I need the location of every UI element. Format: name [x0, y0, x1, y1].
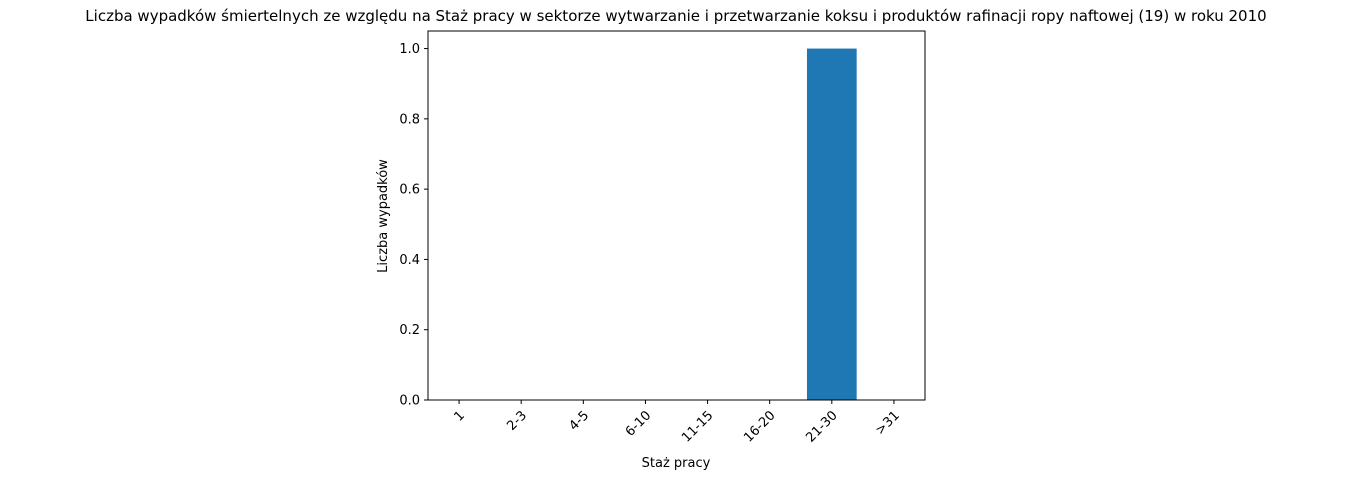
- x-tick-label-0: 1: [451, 408, 467, 424]
- x-tick-label-6: 21-30: [803, 408, 840, 445]
- x-tick-label-1: 2-3: [504, 408, 530, 434]
- y-axis-label: Liczba wypadków: [376, 159, 391, 273]
- bar-6: [806, 48, 857, 400]
- x-tick-label-7: >31: [873, 408, 903, 438]
- y-tick-label-5: 1.0: [399, 42, 420, 57]
- plot-area: 0.0 0.2 0.4 0.6 0.8 1.0 1 2-3 4-5 6-10 11-15 16-20 2…: [399, 30, 926, 446]
- x-tick-label-4: 11-15: [679, 408, 716, 445]
- axes-frame: [427, 30, 926, 401]
- y-tick-label-3: 0.6: [399, 183, 420, 198]
- y-tick-label-1: 0.2: [399, 323, 420, 338]
- x-tick-label-3: 6-10: [623, 408, 654, 439]
- x-tick-label-5: 16-20: [741, 408, 778, 445]
- y-tick-label-0: 0.0: [399, 394, 420, 409]
- y-tick-label-4: 0.8: [399, 112, 420, 127]
- chart-title: Liczba wypadków śmiertelnych ze względu …: [85, 7, 1266, 25]
- x-axis-label: Staż pracy: [642, 456, 711, 471]
- x-tick-label-2: 4-5: [567, 408, 593, 434]
- y-tick-label-2: 0.4: [399, 253, 420, 268]
